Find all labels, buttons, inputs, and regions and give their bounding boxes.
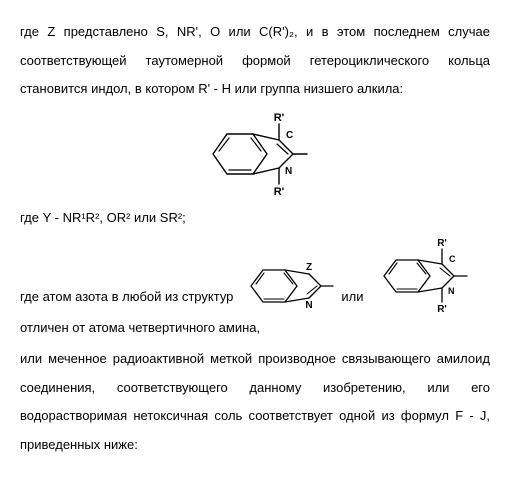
paragraph-5: или меченное радиоактивной меткой произв…	[20, 345, 490, 459]
benzene-ring	[213, 134, 267, 174]
label-C: C	[286, 130, 293, 141]
benzazole-structure-icon: Z N	[239, 248, 335, 314]
paragraph-3-with-structures: где атом азота в любой из структур Z N и…	[20, 236, 490, 314]
indole-structure-icon: R' C N R'	[195, 110, 315, 198]
benzene-ring-3	[384, 260, 430, 292]
paragraph-1: где Z представлено S, NR', O или C(R')₂,…	[20, 18, 490, 104]
label-R-top-2: R'	[437, 238, 447, 249]
benzene-ring-2	[251, 270, 297, 302]
label-N-3: N	[448, 286, 455, 296]
paragraph-2: где Y - NR¹R², OR² или SR²;	[20, 204, 490, 233]
label-C-2: C	[449, 254, 456, 264]
label-N-2: N	[306, 300, 313, 311]
p3-or-text: или	[341, 288, 363, 314]
indole-structure-small-icon: R' C N R'	[370, 236, 474, 314]
label-N: N	[285, 166, 292, 177]
p3-lead-text: где атом азота в любой из структур	[20, 288, 233, 314]
label-R-bottom: R'	[274, 186, 285, 198]
paragraph-4: отличен от атома четвертичного амина,	[20, 314, 490, 343]
label-R-top: R'	[274, 112, 285, 124]
label-R-bottom-2: R'	[437, 304, 447, 314]
chem-structure-indole-1: R' C N R'	[20, 110, 490, 200]
label-Z: Z	[306, 262, 312, 273]
